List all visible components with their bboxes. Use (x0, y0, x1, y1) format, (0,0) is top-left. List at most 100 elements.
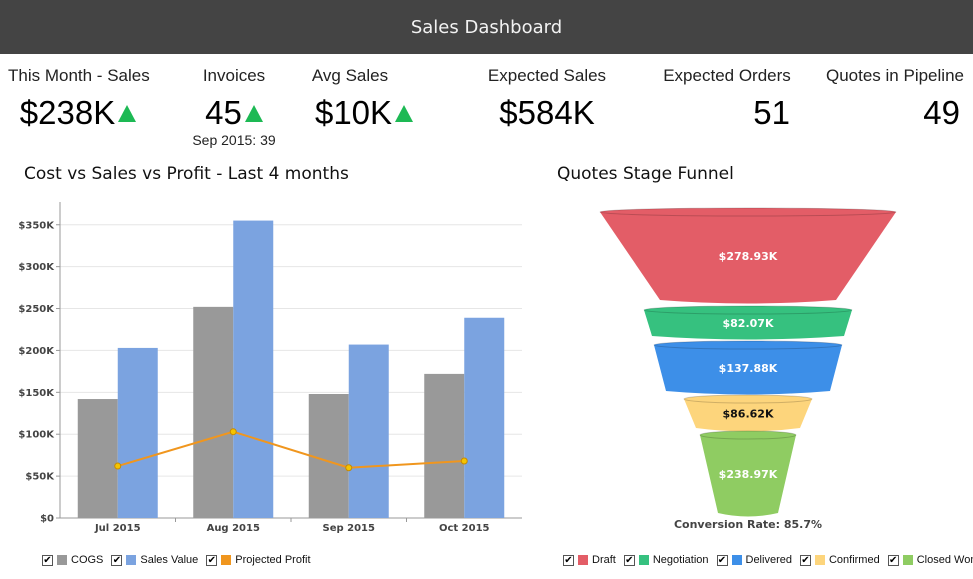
kpi-value: 49 (826, 94, 964, 132)
kpi-number: $584K (499, 94, 595, 131)
funnel-chart-title: Quotes Stage Funnel (557, 164, 734, 184)
legend-swatch (578, 555, 588, 565)
bar-sales-value (117, 347, 158, 518)
funnel-stage-negotiation (644, 310, 852, 340)
funnel-chart-legend: ✔ Draft ✔ Negotiation ✔ Delivered ✔ Confirmed ✔ C… (563, 554, 973, 566)
y-tick-label: $250K (18, 304, 55, 315)
profit-point (460, 457, 468, 465)
funnel-stage-top (653, 340, 843, 350)
legend-swatch (221, 555, 232, 565)
bar-cogs (77, 399, 118, 518)
x-tick-label: Aug 2015 (207, 523, 260, 534)
kpi-number: $238K (19, 94, 116, 131)
legend-label: COGS (71, 554, 104, 566)
legend-swatch (814, 555, 825, 565)
funnel-legend-item-delivered[interactable]: ✔ Delivered (716, 554, 792, 566)
legend-swatch (902, 555, 913, 565)
checkbox-icon[interactable]: ✔ (111, 554, 123, 566)
funnel-stage-draft (600, 212, 896, 304)
funnel-legend-item-confirmed[interactable]: ✔ Confirmed (799, 554, 880, 566)
cost-legend-item-projected-profit[interactable]: ✔ Projected Profit (206, 554, 311, 566)
funnel-stage-label: $137.88K (719, 362, 778, 375)
y-tick-label: $350K (18, 220, 55, 231)
kpi-value: 51 (662, 94, 792, 132)
kpi-comparison: Sep 2015: 39 (192, 132, 276, 148)
funnel-legend-item-closed-won[interactable]: ✔ Closed Won (887, 554, 973, 566)
checkbox-icon[interactable]: ✔ (42, 554, 53, 566)
bar-sales-value (233, 220, 274, 518)
kpi-number: 51 (753, 94, 790, 131)
kpi-number: 49 (923, 94, 960, 131)
kpi-number: $10K (314, 94, 393, 131)
profit-point (345, 464, 353, 472)
trend-up-icon (244, 104, 263, 122)
funnel-stage-label: $86.62K (723, 408, 774, 421)
checkbox-icon[interactable]: ✔ (623, 554, 635, 566)
app-header: Sales Dashboard (0, 0, 973, 54)
legend-swatch (731, 555, 742, 565)
x-tick-label: Oct 2015 (439, 523, 490, 534)
legend-label: Projected Profit (235, 554, 311, 566)
checkbox-icon[interactable]: ✔ (563, 554, 574, 566)
funnel-stage-label: $82.07K (723, 317, 774, 330)
legend-swatch (126, 555, 137, 565)
kpi-value: $238K (8, 94, 148, 132)
kpi-label: This Month - Sales (8, 66, 150, 85)
legend-label: Draft (592, 554, 616, 566)
conversion-rate-label: Conversion Rate: 85.7% (674, 518, 822, 531)
y-tick-label: $300K (18, 262, 55, 273)
funnel-stage-top (599, 207, 897, 217)
legend-label: Sales Value (140, 554, 199, 566)
funnel-legend-item-draft[interactable]: ✔ Draft (563, 554, 616, 566)
kpi-expected-orders: Expected Orders 51 (662, 66, 792, 132)
funnel-legend-item-negotiation[interactable]: ✔ Negotiation (623, 554, 709, 566)
kpi-label: Expected Sales (487, 66, 607, 85)
y-tick-label: $150K (18, 388, 55, 399)
kpi-label: Quotes in Pipeline (826, 66, 964, 85)
y-tick-label: $0 (40, 514, 54, 525)
checkbox-icon[interactable]: ✔ (206, 554, 218, 566)
legend-label: Negotiation (652, 554, 709, 566)
page-title: Sales Dashboard (410, 16, 563, 38)
x-tick-label: Sep 2015 (323, 523, 375, 534)
funnel-stage-top (699, 430, 797, 440)
bar-cogs (308, 394, 349, 518)
funnel-stage-confirmed (684, 399, 812, 432)
checkbox-icon[interactable]: ✔ (799, 554, 811, 566)
funnel-stage-top (683, 394, 813, 404)
funnel-stage-label: $278.93K (719, 250, 778, 263)
kpi-avg-sales: Avg Sales $10K (300, 66, 414, 132)
cost-chart-legend: ✔ COGS ✔ Sales Value ✔ Projected Profit (42, 554, 319, 566)
kpi-label: Avg Sales (311, 66, 389, 85)
legend-swatch (57, 555, 67, 565)
y-tick-label: $50K (25, 472, 55, 483)
checkbox-icon[interactable]: ✔ (887, 554, 899, 566)
bar-sales-value (348, 344, 389, 518)
kpi-value: $10K (315, 94, 414, 132)
cost-chart-title: Cost vs Sales vs Profit - Last 4 months (24, 164, 349, 184)
kpi-number: 45 (205, 94, 242, 131)
cost-legend-item-cogs[interactable]: ✔ COGS (42, 554, 103, 566)
funnel-stage-top (643, 305, 853, 315)
legend-swatch (638, 555, 649, 565)
y-tick-label: $100K (18, 430, 55, 441)
trend-up-icon (395, 104, 414, 122)
kpi-invoices: Invoices 45 Sep 2015: 39 (176, 66, 292, 148)
checkbox-icon[interactable]: ✔ (716, 554, 728, 566)
y-tick-label: $200K (18, 346, 55, 357)
cost-legend-item-sales-value[interactable]: ✔ Sales Value (111, 554, 198, 566)
quotes-stage-funnel: $278.93K $82.07K $137.88K $86.62K $238.97K Co… (599, 207, 897, 531)
funnel-stage-delivered (654, 345, 842, 395)
kpi-label: Invoices (202, 66, 266, 85)
kpi-quotes-in-pipeline: Quotes in Pipeline 49 (826, 66, 964, 132)
bar-cogs (424, 373, 465, 518)
legend-label: Confirmed (828, 554, 880, 566)
bar-cogs (193, 306, 234, 518)
kpi-value: 45 (176, 94, 292, 132)
trend-up-icon (118, 104, 137, 122)
x-tick-label: Jul 2015 (94, 523, 141, 534)
line-projected-profit (117, 430, 465, 469)
profit-point (114, 462, 122, 470)
legend-label: Closed Won (916, 554, 973, 566)
cost-sales-profit-chart: $0 $50K $100K $150K $200K $250K $300K $350K Jul … (18, 202, 522, 534)
